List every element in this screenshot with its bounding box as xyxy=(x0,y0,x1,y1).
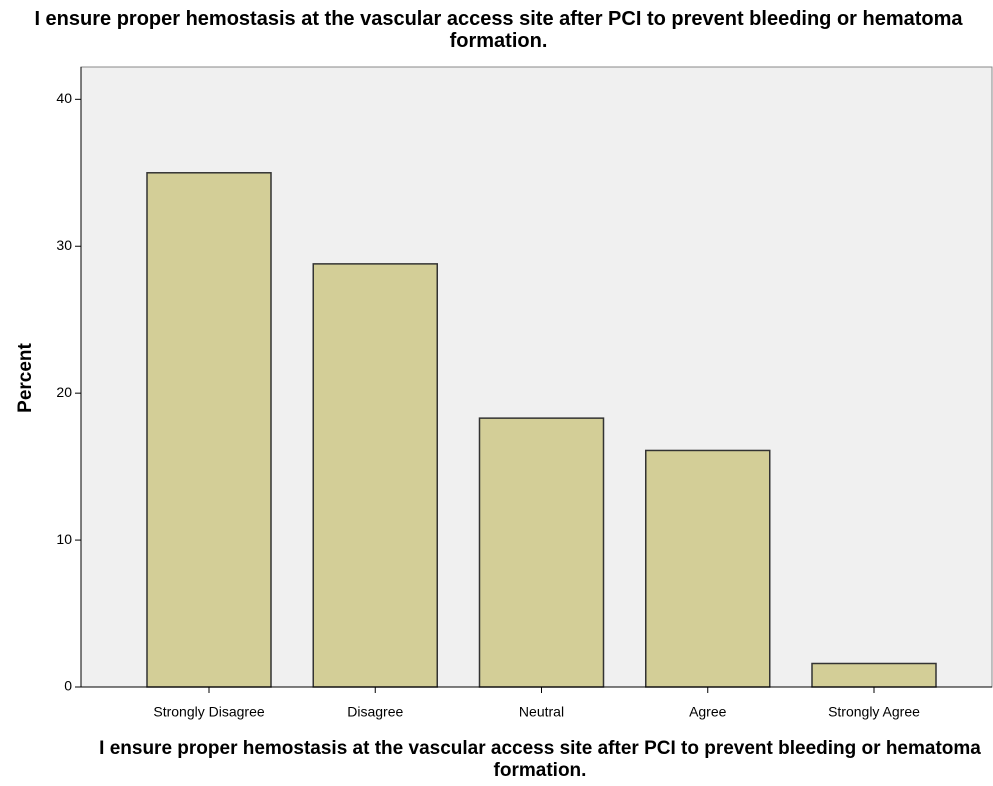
bar xyxy=(645,449,771,688)
x-tick-label: Neutral xyxy=(519,704,564,720)
bar xyxy=(811,662,937,688)
chart-title: I ensure proper hemostasis at the vascul… xyxy=(34,8,963,52)
chart: Percent 0 10 20 30 40 Strongly Disagree Disagr… xyxy=(15,66,993,720)
bar xyxy=(312,263,438,688)
x-tick-label: Strongly Disagree xyxy=(153,704,264,720)
y-tick-label: 10 xyxy=(56,531,72,547)
y-tick-label: 30 xyxy=(56,237,72,253)
y-axis-title: Percent xyxy=(15,342,36,412)
y-tick-label: 40 xyxy=(56,90,72,106)
x-tick-label: Agree xyxy=(689,704,727,720)
bar xyxy=(146,172,272,688)
y-tick-label: 0 xyxy=(64,678,72,694)
x-tick-label: Strongly Agree xyxy=(828,704,920,720)
x-axis-title: I ensure proper hemostasis at the vascul… xyxy=(99,738,981,781)
bar xyxy=(478,417,605,688)
x-tick-label: Disagree xyxy=(347,704,403,720)
y-tick-label: 20 xyxy=(56,384,72,400)
